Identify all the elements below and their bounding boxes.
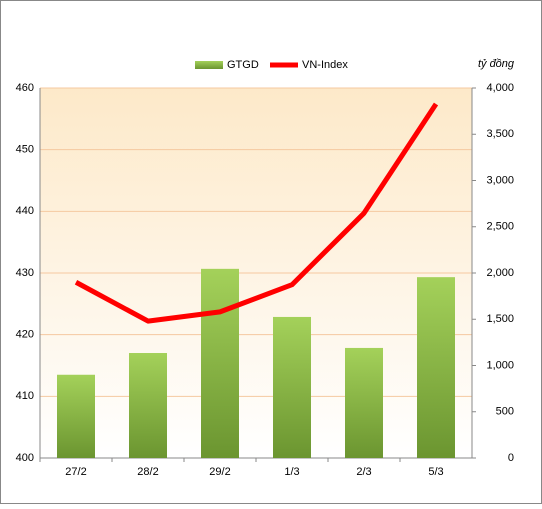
x-tick-label: 27/2	[65, 466, 86, 478]
y2-tick-label: 3,000	[486, 174, 514, 186]
x-tick-label: 28/2	[137, 466, 158, 478]
y2-tick-label: 4,000	[486, 82, 514, 94]
bar	[345, 347, 383, 458]
y-tick-label: 420	[16, 329, 34, 341]
y2-tick-label: 500	[496, 406, 514, 418]
line	[74, 102, 439, 324]
legend-label: VN-Index	[302, 59, 348, 71]
y2-tick-label: 2,000	[486, 267, 514, 279]
y-tick-label: 440	[16, 205, 34, 217]
x-tick-label: 1/3	[284, 466, 299, 478]
y-tick-label: 460	[16, 82, 34, 94]
x-tick-label: 29/2	[209, 466, 230, 478]
y-tick-label: 430	[16, 267, 34, 279]
x-tick-label: 5/3	[428, 466, 443, 478]
y2-axis-label: tỷ đồng	[478, 58, 515, 70]
y2-tick-label: 1,500	[486, 313, 514, 325]
y-tick-label: 450	[16, 144, 34, 156]
bar	[273, 316, 311, 458]
bar	[129, 353, 167, 458]
y-tick-label: 400	[16, 452, 34, 464]
x-tick-label: 2/3	[356, 466, 371, 478]
bar	[201, 268, 239, 458]
y2-tick-label: 1,000	[486, 359, 514, 371]
bar	[57, 374, 95, 458]
y2-tick-label: 0	[508, 452, 514, 464]
legend-swatch	[195, 61, 223, 69]
y-tick-label: 410	[16, 390, 34, 402]
legend-label: GTGD	[227, 59, 259, 71]
y2-tick-label: 3,500	[486, 128, 514, 140]
bar	[417, 277, 455, 458]
y2-tick-label: 2,500	[486, 221, 514, 233]
